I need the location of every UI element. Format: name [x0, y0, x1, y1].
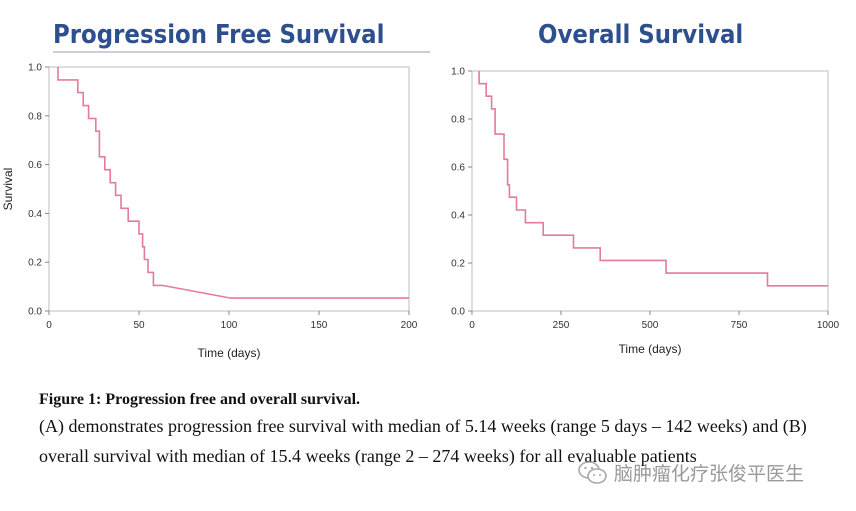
- os-chart-title: Overall Survival: [538, 20, 744, 50]
- pfs-y-tick-label: 0.2: [28, 258, 42, 269]
- pfs-y-tick-label: 0.6: [28, 160, 42, 171]
- os-y-tick-label: 0.0: [451, 307, 465, 318]
- pfs-y-axis-label: Survival: [1, 168, 15, 211]
- figure-caption-body: (A) demonstrates progression free surviv…: [39, 416, 807, 466]
- pfs-x-tick-label: 150: [311, 320, 328, 331]
- os-y-tick-label: 0.8: [451, 115, 465, 126]
- pfs-x-tick-label: 0: [46, 320, 52, 331]
- pfs-x-tick-label: 200: [401, 320, 418, 331]
- os-y-tick-label: 1.0: [451, 67, 465, 78]
- os-x-tick-label: 0: [469, 320, 475, 331]
- os-x-tick-label: 500: [642, 320, 659, 331]
- os-x-tick-label: 250: [553, 320, 570, 331]
- pfs-y-tick-label: 0.0: [28, 307, 42, 318]
- pfs-x-axis-label: Time (days): [198, 346, 261, 360]
- watermark: 脑肿瘤化疗张俊平医生: [578, 459, 804, 486]
- os-y-tick-label: 0.2: [451, 259, 465, 270]
- pfs-x-tick-label: 50: [133, 320, 145, 331]
- os-survival-curve: [478, 71, 828, 287]
- pfs-chart-title: Progression Free Survival: [53, 20, 430, 53]
- watermark-text: 脑肿瘤化疗张俊平医生: [614, 463, 805, 485]
- os-x-axis-label: Time (days): [619, 342, 682, 356]
- os-y-tick-label: 0.6: [451, 163, 465, 174]
- os-y-tick-label: 0.4: [451, 211, 465, 222]
- pfs-survival-curve: [57, 67, 409, 299]
- wechat-icon: [578, 460, 607, 484]
- os-plot-frame: [471, 70, 829, 312]
- figure-caption-title: Figure 1: Progression free and overall s…: [39, 391, 361, 408]
- pfs-y-tick-label: 0.8: [28, 111, 42, 122]
- survival-charts: 0 50 100 150 200 0.0 0.2 0.4 0.6 0.8 1.0 Time (days…: [1, 63, 840, 361]
- os-x-tick-label: 1000: [817, 320, 840, 331]
- pfs-x-tick-label: 100: [221, 320, 238, 331]
- pfs-y-tick-label: 1.0: [28, 63, 42, 74]
- os-x-tick-label: 750: [731, 320, 748, 331]
- pfs-plot-frame: [48, 66, 410, 312]
- pfs-y-tick-label: 0.4: [28, 209, 42, 220]
